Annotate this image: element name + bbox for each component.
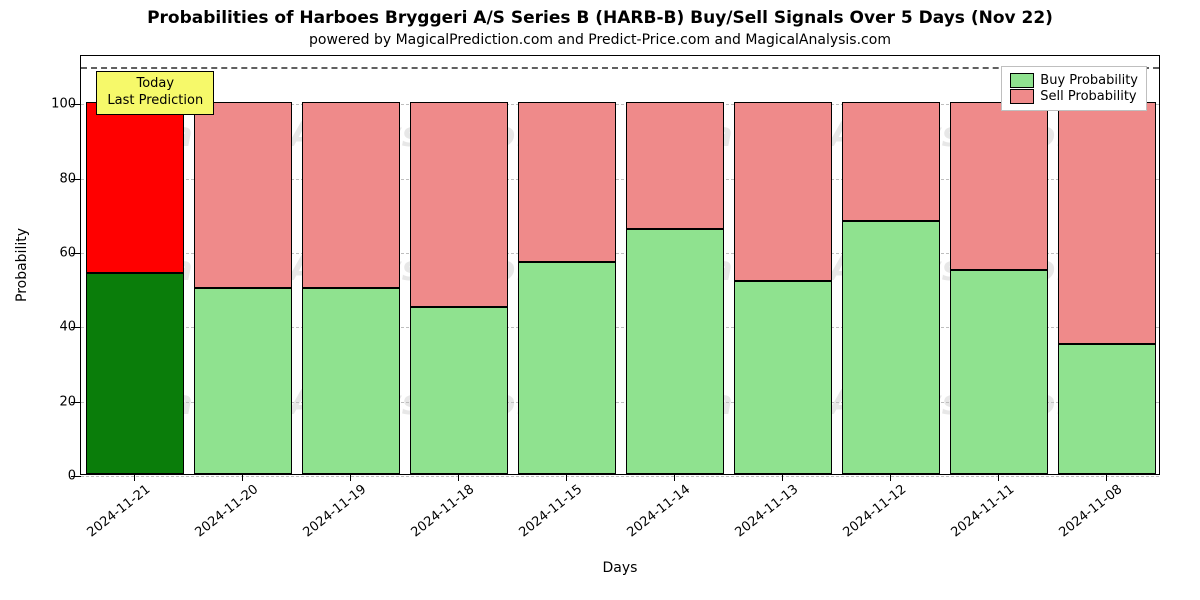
x-tick	[1106, 475, 1107, 481]
sell-bar	[734, 102, 831, 280]
x-tick	[134, 475, 135, 481]
x-tick-label: 2024-11-20	[173, 482, 261, 555]
sell-bar	[194, 102, 291, 288]
buy-bar	[86, 273, 183, 474]
bar-group	[950, 56, 1047, 474]
x-tick-label: 2024-11-13	[713, 482, 801, 555]
sell-bar	[302, 102, 399, 288]
y-tick-label: 40	[36, 320, 76, 335]
x-tick-label: 2024-11-11	[929, 482, 1017, 555]
x-tick	[782, 475, 783, 481]
annotation-line: Last Prediction	[107, 93, 203, 110]
sell-bar	[950, 102, 1047, 269]
x-tick	[674, 475, 675, 481]
plot-area: MagicalAnalysis.comMagicalAnalysis.comMa…	[80, 55, 1160, 475]
x-tick	[890, 475, 891, 481]
sell-bar	[626, 102, 723, 228]
y-tick-label: 100	[36, 97, 76, 112]
y-axis-label: Probability	[12, 55, 32, 475]
chart-title: Probabilities of Harboes Bryggeri A/S Se…	[0, 8, 1200, 28]
buy-bar	[842, 221, 939, 474]
sell-bar	[86, 102, 183, 273]
sell-bar	[518, 102, 615, 262]
buy-bar	[950, 270, 1047, 474]
x-tick-label: 2024-11-15	[497, 482, 585, 555]
x-tick-label: 2024-11-12	[821, 482, 909, 555]
buy-bar	[194, 288, 291, 474]
bar-group	[86, 56, 183, 474]
bar-group	[842, 56, 939, 474]
y-tick-label: 60	[36, 245, 76, 260]
sell-bar	[842, 102, 939, 221]
bar-group	[410, 56, 507, 474]
x-tick-label: 2024-11-19	[281, 482, 369, 555]
bar-group	[302, 56, 399, 474]
buy-bar	[734, 281, 831, 474]
buy-bar	[410, 307, 507, 474]
buy-bar	[626, 229, 723, 474]
legend-swatch	[1010, 89, 1034, 104]
x-tick	[350, 475, 351, 481]
sell-bar	[410, 102, 507, 306]
bar-group	[626, 56, 723, 474]
sell-bar	[1058, 102, 1155, 344]
buy-bar	[1058, 344, 1155, 474]
buy-bar	[302, 288, 399, 474]
x-tick-label: 2024-11-21	[65, 482, 153, 555]
y-tick-label: 20	[36, 394, 76, 409]
x-tick-label: 2024-11-18	[389, 482, 477, 555]
bar-group	[518, 56, 615, 474]
y-tick-label: 0	[36, 469, 76, 484]
legend-swatch	[1010, 73, 1034, 88]
bar-group	[734, 56, 831, 474]
legend-label: Buy Probability	[1040, 73, 1138, 88]
legend-item: Buy Probability	[1010, 73, 1138, 88]
x-tick	[566, 475, 567, 481]
x-tick	[242, 475, 243, 481]
buy-bar	[518, 262, 615, 474]
legend: Buy ProbabilitySell Probability	[1001, 66, 1147, 111]
x-tick-label: 2024-11-14	[605, 482, 693, 555]
legend-item: Sell Probability	[1010, 89, 1138, 104]
today-annotation: TodayLast Prediction	[96, 71, 214, 115]
annotation-line: Today	[107, 76, 203, 93]
x-tick	[998, 475, 999, 481]
y-tick-label: 80	[36, 171, 76, 186]
legend-label: Sell Probability	[1040, 89, 1136, 104]
chart-subtitle: powered by MagicalPrediction.com and Pre…	[0, 32, 1200, 48]
x-axis-label: Days	[80, 560, 1160, 576]
x-tick-label: 2024-11-08	[1037, 482, 1125, 555]
bar-group	[194, 56, 291, 474]
chart-container: Probabilities of Harboes Bryggeri A/S Se…	[0, 0, 1200, 600]
bar-group	[1058, 56, 1155, 474]
x-tick	[458, 475, 459, 481]
